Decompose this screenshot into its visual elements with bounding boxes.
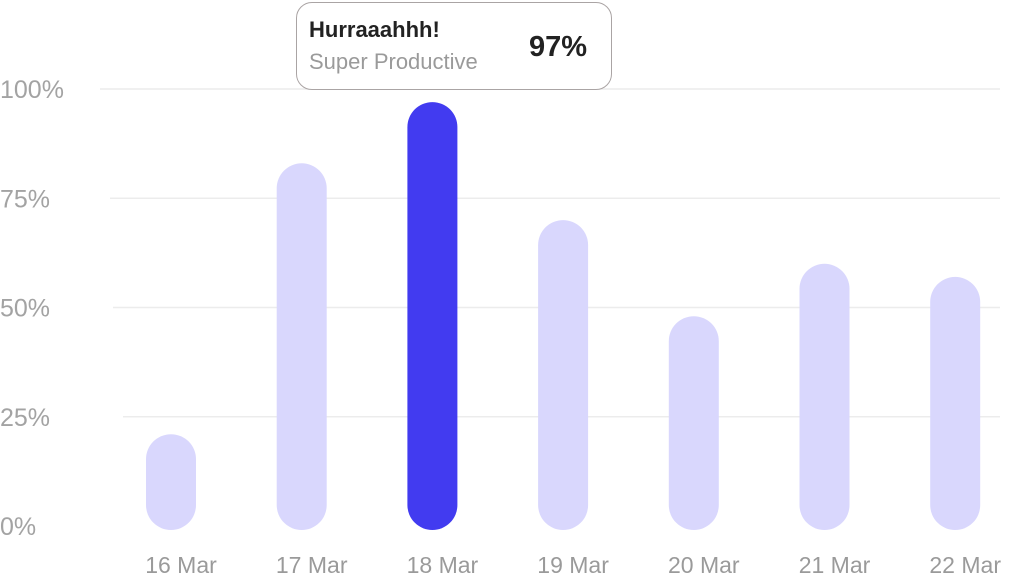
bar (668, 316, 719, 530)
x-tick-label: 19 Mar (537, 552, 609, 576)
tooltip-subtitle: Super Productive (309, 49, 478, 74)
y-tick-label: 100% (0, 76, 64, 104)
bar (930, 276, 981, 530)
tooltip-title: Hurraaahhh! (309, 17, 440, 42)
y-tick-label: 25% (0, 404, 50, 432)
bar (538, 220, 589, 530)
bar (799, 263, 850, 530)
tooltip: Hurraaahhh! Super Productive 97% (296, 2, 612, 90)
bar (407, 102, 458, 531)
x-tick-label: 22 Mar (929, 552, 1001, 576)
y-tick-label: 50% (0, 295, 50, 323)
x-tick-label: 17 Mar (276, 552, 348, 576)
bar (276, 163, 327, 531)
x-tick-label: 16 Mar (145, 552, 217, 576)
y-tick-label: 75% (0, 185, 50, 213)
y-tick-label: 0% (0, 513, 36, 541)
x-tick-label: 20 Mar (668, 552, 740, 576)
bar (146, 434, 196, 530)
tooltip-value: 97% (528, 31, 587, 63)
x-tick-label: 21 Mar (799, 552, 871, 576)
x-tick-label: 18 Mar (407, 552, 479, 576)
